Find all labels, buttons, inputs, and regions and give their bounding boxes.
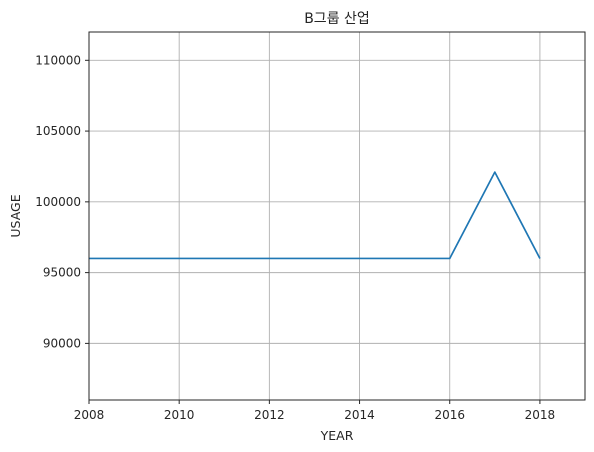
y-tick-label: 90000 (43, 336, 81, 350)
x-tick-label: 2018 (525, 408, 556, 422)
x-tick-label: 2014 (344, 408, 375, 422)
y-tick-label: 105000 (35, 124, 81, 138)
x-tick-label: 2008 (74, 408, 105, 422)
y-axis-label: USAGE (8, 194, 23, 237)
ticks: 2008 2010 2012 2014 2016 2018 90000 95000 100000… (35, 53, 555, 422)
x-tick-label: 2016 (434, 408, 465, 422)
chart-title: B그룹 산업 (304, 11, 370, 27)
series-layer (89, 172, 540, 258)
plot-frame (89, 32, 585, 400)
y-tick-label: 110000 (35, 53, 81, 67)
series-line (89, 172, 540, 258)
grid (89, 32, 585, 400)
x-axis-label: YEAR (320, 428, 354, 443)
x-tick-label: 2010 (164, 408, 195, 422)
y-tick-label: 100000 (35, 195, 81, 209)
y-tick-label: 95000 (43, 266, 81, 280)
x-tick-label: 2012 (254, 408, 285, 422)
